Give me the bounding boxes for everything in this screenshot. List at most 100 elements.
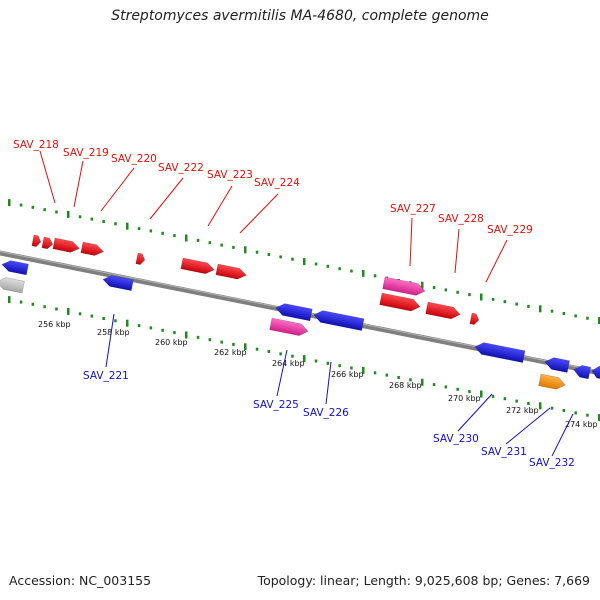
track-major-tick	[126, 222, 129, 230]
track-dot	[208, 338, 212, 342]
gene-arrow-sav-231a[interactable]	[544, 356, 570, 373]
gene-arrow-sav-221[interactable]	[102, 274, 134, 292]
kbp-tick-label: 262 kbp	[214, 348, 247, 357]
gene-arrow-sav-228[interactable]	[379, 292, 422, 313]
track-dot	[550, 309, 554, 313]
track-dot	[31, 302, 35, 306]
gene-arrow-sav-227[interactable]	[382, 276, 427, 297]
track-dot	[173, 331, 176, 335]
track-dot	[385, 373, 389, 377]
gene-arrow-sav-218b[interactable]	[41, 236, 54, 250]
gene-label-sav-222: SAV_222	[158, 162, 204, 174]
kbp-tick-label: 260 kbp	[155, 338, 188, 347]
gene-arrow-sav-222[interactable]	[180, 257, 216, 275]
track-dot	[137, 324, 141, 328]
track-dot	[515, 302, 518, 306]
track-dot	[291, 257, 294, 261]
track-dot	[326, 264, 330, 268]
gene-arrow-sav-225a[interactable]	[275, 302, 313, 322]
track-dot	[279, 255, 282, 259]
gene-leader-line	[149, 177, 184, 220]
gene-label-sav-228: SAV_228	[438, 213, 484, 225]
track-dot	[503, 300, 507, 304]
track-dot	[19, 203, 23, 207]
track-dot	[78, 312, 82, 316]
track-dot	[527, 304, 530, 308]
kbp-tick-label: 258 kbp	[97, 328, 130, 337]
gene-arrow-sav-225[interactable]	[269, 317, 310, 337]
track-major-tick	[244, 246, 247, 254]
track-dot	[232, 245, 235, 249]
gene-label-sav-226: SAV_226	[303, 407, 349, 419]
track-dot	[314, 262, 318, 266]
track-major-tick	[539, 402, 542, 410]
track-dot	[78, 215, 82, 219]
track-major-tick	[421, 378, 424, 386]
track-major-tick	[8, 296, 11, 304]
track-dot	[527, 401, 530, 405]
gene-arrow-sav-226[interactable]	[313, 309, 365, 331]
gene-arrow-gray[interactable]	[0, 276, 25, 294]
track-dot	[102, 220, 105, 223]
gene-arrow-sav-231[interactable]	[538, 373, 567, 391]
track-major-tick	[598, 317, 600, 325]
track-dot	[31, 205, 35, 209]
track-dot	[291, 354, 294, 358]
track-dot	[562, 312, 566, 315]
kbp-tick-label: 266 kbp	[331, 370, 364, 379]
track-dot	[586, 413, 589, 417]
track-major-tick	[67, 307, 70, 315]
gene-label-sav-218: SAV_218	[13, 139, 59, 151]
gene-arrow-sav-221a[interactable]	[1, 259, 29, 276]
track-dot	[550, 406, 554, 410]
gene-arrow-sav-220[interactable]	[80, 241, 105, 257]
track-dot	[456, 290, 459, 294]
track-dot	[456, 387, 459, 391]
track-dot	[220, 340, 223, 344]
track-dot	[491, 394, 495, 398]
track-dot	[90, 314, 94, 318]
track-dot	[267, 253, 271, 256]
gene-arrow-sav-228b[interactable]	[425, 301, 462, 320]
gene-leader-line	[505, 407, 551, 445]
track-dot	[562, 409, 566, 412]
gene-arrow-sav-218[interactable]	[31, 234, 42, 247]
gene-arrow-sav-232b[interactable]	[591, 365, 600, 380]
kbp-tick-label: 270 kbp	[448, 394, 481, 403]
track-dot	[43, 305, 46, 309]
track-major-tick	[303, 355, 306, 363]
track-dot	[255, 347, 259, 351]
gene-label-sav-232: SAV_232	[529, 457, 575, 469]
track-major-tick	[421, 281, 424, 289]
track-major-tick	[362, 269, 365, 277]
lower-scale-track	[8, 296, 600, 422]
gene-arrow-sav-229[interactable]	[469, 312, 480, 325]
track-dot	[161, 328, 164, 332]
gene-arrow-sav-230[interactable]	[474, 341, 526, 363]
track-dot	[432, 383, 436, 387]
track-dot	[574, 314, 577, 318]
track-dot	[444, 288, 448, 292]
gene-arrow-sav-223[interactable]	[215, 263, 248, 281]
track-dot	[19, 300, 23, 304]
track-major-tick	[8, 199, 11, 207]
kbp-tick-label: 256 kbp	[38, 320, 71, 329]
gene-label-sav-223: SAV_223	[207, 169, 253, 181]
track-dot	[326, 361, 330, 365]
track-dot	[468, 390, 471, 394]
track-dot	[220, 243, 223, 247]
track-dot	[586, 316, 589, 320]
gene-label-sav-220: SAV_220	[111, 153, 157, 165]
gene-leader-line	[276, 349, 288, 397]
gene-arrow-sav-232a[interactable]	[573, 364, 592, 380]
gene-arrow-sav-222a[interactable]	[135, 252, 146, 265]
track-major-tick	[126, 319, 129, 327]
gene-arrow-sav-219[interactable]	[52, 237, 81, 254]
track-dot	[338, 267, 341, 271]
gene-leader-line	[239, 193, 279, 234]
track-dot	[55, 210, 58, 214]
track-dot	[574, 411, 577, 415]
gene-label-sav-225: SAV_225	[253, 399, 299, 411]
